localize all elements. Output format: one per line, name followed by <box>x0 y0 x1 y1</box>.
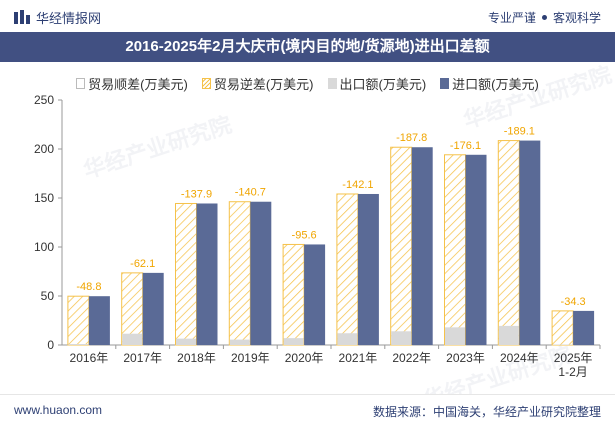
footer: www.huaon.com 数据来源：中国海关，华经产业研究院整理 <box>0 394 615 428</box>
deficit-data-label: -95.6 <box>292 229 317 241</box>
x-tick-label: 2025年 <box>554 351 593 365</box>
deficit-bar[interactable] <box>445 155 466 345</box>
deficit-bar[interactable] <box>552 311 573 345</box>
deficit-data-label: -189.1 <box>504 126 535 138</box>
deficit-bar[interactable] <box>498 141 519 345</box>
import-bar[interactable] <box>304 244 325 345</box>
y-tick-label: 250 <box>34 93 54 107</box>
deficit-data-label: -142.1 <box>342 179 373 191</box>
x-tick-label: 2018年 <box>177 351 216 365</box>
deficit-data-label: -62.1 <box>130 258 155 270</box>
x-tick-label: 2023年 <box>446 351 485 365</box>
deficit-data-label: -187.8 <box>396 132 427 144</box>
x-tick-label: 2021年 <box>339 351 378 365</box>
chart-title: 2016-2025年2月大庆市(境内目的地/货源地)进出口差额 <box>0 32 615 62</box>
import-bar[interactable] <box>519 141 540 345</box>
x-tick-label: 1-2月 <box>558 365 587 379</box>
y-tick-label: 150 <box>34 191 54 205</box>
deficit-bar[interactable] <box>229 202 250 345</box>
export-bar[interactable] <box>499 326 519 345</box>
deficit-bar[interactable] <box>176 203 197 345</box>
bar-chart: 0 50 100 150 200 250 -48.8 2016年 -62.1 2017年 -137.… <box>0 90 615 394</box>
deficit-bar[interactable] <box>68 296 89 345</box>
slogan-right: 客观科学 <box>553 9 601 26</box>
top-bar: 华经情报网 专业严谨 客观科学 <box>0 0 615 32</box>
slogan: 专业严谨 客观科学 <box>488 9 601 26</box>
export-bar[interactable] <box>230 340 250 345</box>
export-bar[interactable] <box>68 344 88 345</box>
bar-chart-icon <box>14 10 30 24</box>
import-bar[interactable] <box>412 147 433 345</box>
legend-swatch-deficit <box>202 78 211 89</box>
import-bar[interactable] <box>197 203 218 345</box>
x-tick-label: 2017年 <box>123 351 162 365</box>
export-bar[interactable] <box>337 333 357 345</box>
separator-dot-icon <box>542 15 547 20</box>
export-bar[interactable] <box>122 334 142 345</box>
title-bar: 2016-2025年2月大庆市(境内目的地/货源地)进出口差额 <box>0 32 615 62</box>
legend-swatch-import <box>440 78 449 89</box>
export-bar[interactable] <box>176 339 196 345</box>
y-tick-label: 0 <box>47 338 54 352</box>
footer-url[interactable]: www.huaon.com <box>14 403 102 417</box>
legend-swatch-surplus <box>76 78 85 89</box>
y-tick-label: 200 <box>34 142 54 156</box>
export-bar[interactable] <box>284 338 304 345</box>
y-tick-label: 100 <box>34 240 54 254</box>
deficit-data-label: -137.9 <box>181 188 212 200</box>
import-bar[interactable] <box>250 202 271 345</box>
brand-logo[interactable]: 华经情报网 <box>14 9 101 25</box>
x-tick-label: 2024年 <box>500 351 539 365</box>
x-tick-label: 2019年 <box>231 351 270 365</box>
x-tick-label: 2022年 <box>392 351 431 365</box>
import-bar[interactable] <box>573 311 594 345</box>
slogan-left: 专业严谨 <box>488 9 536 26</box>
x-tick-label: 2016年 <box>70 351 109 365</box>
deficit-data-label: -34.3 <box>561 296 586 308</box>
import-bar[interactable] <box>466 155 487 345</box>
deficit-bar[interactable] <box>391 147 412 345</box>
export-bar[interactable] <box>445 327 465 345</box>
deficit-data-label: -140.7 <box>235 187 266 199</box>
deficit-data-label: -176.1 <box>450 140 481 152</box>
import-bar[interactable] <box>358 194 379 345</box>
footer-source: 数据来源：中国海关，华经产业研究院整理 <box>373 403 601 420</box>
deficit-bar[interactable] <box>337 194 358 345</box>
export-bar[interactable] <box>391 331 411 345</box>
brand-name: 华经情报网 <box>36 8 101 27</box>
legend-swatch-export <box>328 78 337 89</box>
deficit-data-label: -48.8 <box>76 281 101 293</box>
y-tick-label: 50 <box>41 289 55 303</box>
deficit-bar[interactable] <box>283 244 304 345</box>
x-tick-label: 2020年 <box>285 351 324 365</box>
import-bar[interactable] <box>143 273 164 345</box>
import-bar[interactable] <box>89 296 110 345</box>
